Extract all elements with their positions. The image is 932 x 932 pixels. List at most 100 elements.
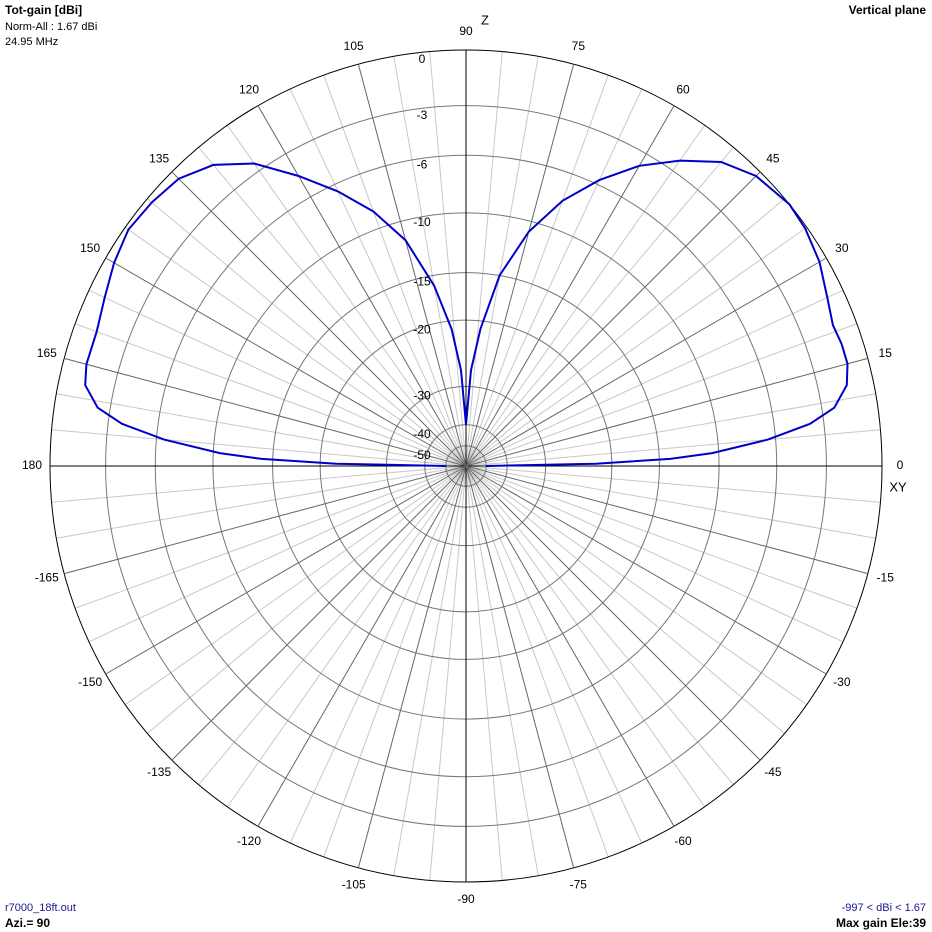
minor-spoke bbox=[465, 198, 785, 467]
theta-tick-label: 180 bbox=[22, 458, 42, 472]
r-tick-label: -30 bbox=[413, 389, 431, 403]
r-tick-label: -20 bbox=[413, 322, 431, 336]
spoke bbox=[257, 105, 467, 467]
frequency: 24.95 MHz bbox=[5, 36, 58, 48]
spoke bbox=[465, 465, 575, 868]
azimuth: Azi.= 90 bbox=[5, 916, 50, 930]
minor-spoke bbox=[198, 465, 467, 785]
minor-spoke bbox=[465, 465, 503, 881]
spoke bbox=[64, 357, 467, 467]
minor-spoke bbox=[465, 88, 643, 467]
minor-spoke bbox=[393, 56, 467, 467]
r-tick-label: -6 bbox=[417, 157, 428, 171]
minor-spoke bbox=[289, 88, 467, 467]
theta-tick-label: 105 bbox=[344, 39, 364, 53]
minor-spoke bbox=[429, 51, 467, 467]
minor-spoke bbox=[465, 465, 844, 643]
theta-tick-label: -150 bbox=[78, 675, 102, 689]
r-tick-label: -10 bbox=[413, 215, 431, 229]
theta-tick-label: 120 bbox=[239, 82, 259, 96]
theta-tick-label: 45 bbox=[766, 151, 780, 165]
minor-spoke bbox=[289, 465, 467, 844]
spoke bbox=[257, 465, 467, 827]
theta-tick-label: -90 bbox=[457, 892, 475, 906]
minor-spoke bbox=[88, 289, 467, 467]
theta-tick-label: 90 bbox=[459, 24, 473, 38]
subtitle: Norm-All : 1.67 dBi bbox=[5, 21, 97, 33]
minor-spoke bbox=[56, 393, 467, 467]
theta-tick-label: 15 bbox=[879, 346, 893, 360]
minor-spoke bbox=[465, 465, 706, 808]
spoke bbox=[465, 465, 868, 575]
theta-tick-label: -45 bbox=[764, 765, 782, 779]
r-tick-label: 0 bbox=[419, 52, 426, 66]
theta-tick-label: 60 bbox=[676, 82, 690, 96]
theta-tick-label: -15 bbox=[877, 570, 895, 584]
xy-axis-label: XY bbox=[889, 479, 907, 494]
spoke bbox=[465, 465, 761, 761]
minor-spoke bbox=[74, 465, 467, 609]
plane-label: Vertical plane bbox=[849, 3, 927, 17]
minor-spoke bbox=[465, 51, 503, 467]
pattern-line bbox=[84, 159, 849, 467]
spoke bbox=[171, 465, 467, 761]
minor-spoke bbox=[465, 323, 858, 467]
minor-spoke bbox=[465, 465, 785, 734]
r-tick-label: -15 bbox=[413, 275, 431, 289]
minor-spoke bbox=[465, 465, 643, 844]
minor-spoke bbox=[147, 198, 467, 467]
theta-tick-label: 0 bbox=[897, 458, 904, 472]
theta-tick-label: -75 bbox=[570, 877, 588, 891]
r-tick-label: -50 bbox=[413, 448, 431, 462]
minor-spoke bbox=[124, 226, 467, 467]
minor-spoke bbox=[124, 465, 467, 706]
minor-spoke bbox=[226, 465, 467, 808]
minor-spoke bbox=[465, 56, 539, 467]
minor-spoke bbox=[88, 465, 467, 643]
minor-spoke bbox=[198, 147, 467, 467]
spoke bbox=[465, 465, 675, 827]
minor-spoke bbox=[465, 226, 808, 467]
minor-spoke bbox=[465, 147, 734, 467]
theta-tick-label: 135 bbox=[149, 151, 169, 165]
r-tick-label: -40 bbox=[413, 427, 431, 441]
theta-tick-label: -105 bbox=[342, 877, 366, 891]
theta-tick-label: -135 bbox=[147, 765, 171, 779]
minor-spoke bbox=[465, 124, 706, 467]
minor-spoke bbox=[465, 465, 609, 858]
minor-spoke bbox=[226, 124, 467, 467]
minor-spoke bbox=[393, 465, 467, 876]
spoke bbox=[465, 64, 575, 467]
theta-tick-label: 150 bbox=[80, 241, 100, 255]
spoke bbox=[64, 465, 467, 575]
spoke bbox=[465, 465, 827, 675]
spoke bbox=[105, 257, 467, 467]
minor-spoke bbox=[465, 289, 844, 467]
theta-tick-label: -165 bbox=[35, 570, 59, 584]
range-note: -997 < dBi < 1.67 bbox=[842, 902, 926, 914]
r-tick-label: -3 bbox=[417, 108, 428, 122]
minor-spoke bbox=[465, 465, 876, 539]
theta-tick-label: 30 bbox=[835, 241, 849, 255]
minor-spoke bbox=[51, 429, 467, 467]
minor-spoke bbox=[465, 74, 609, 467]
file-name: r7000_18ft.out bbox=[5, 902, 76, 914]
spoke bbox=[171, 171, 467, 467]
minor-spoke bbox=[51, 465, 467, 503]
grid bbox=[49, 49, 883, 883]
z-axis-label: Z bbox=[481, 12, 489, 27]
theta-tick-label: -120 bbox=[237, 834, 261, 848]
minor-spoke bbox=[465, 465, 858, 609]
spoke bbox=[357, 64, 467, 467]
minor-spoke bbox=[465, 465, 734, 785]
spoke bbox=[465, 357, 868, 467]
minor-spoke bbox=[74, 323, 467, 467]
chart-title: Tot-gain [dBi] bbox=[5, 3, 82, 17]
minor-spoke bbox=[465, 393, 876, 467]
theta-tick-label: -30 bbox=[833, 675, 851, 689]
minor-spoke bbox=[465, 465, 881, 503]
spoke bbox=[465, 257, 827, 467]
spoke bbox=[357, 465, 467, 868]
theta-tick-label: 75 bbox=[572, 39, 586, 53]
